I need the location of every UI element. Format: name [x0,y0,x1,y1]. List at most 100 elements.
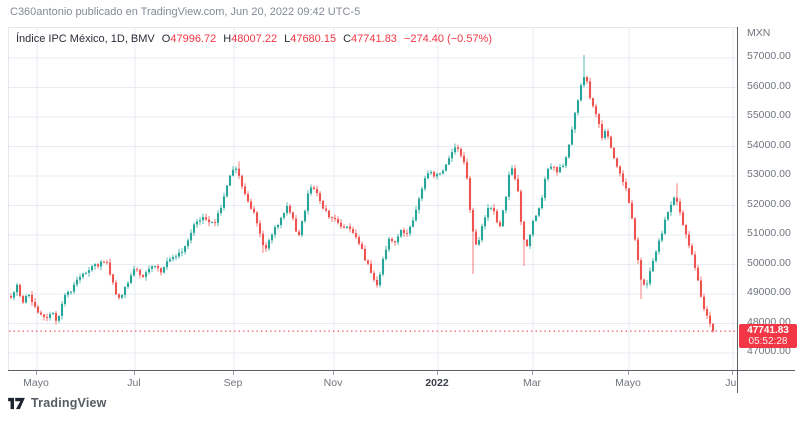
candle-up [483,217,487,227]
candle-up [534,215,538,221]
candle-down [156,266,160,269]
candle-up [174,256,178,258]
time-axis-label: Sep [223,377,243,389]
candle-up [48,314,52,318]
tradingview-logo[interactable]: TradingView [8,396,107,410]
candle-down [39,312,43,315]
candle-down [312,187,316,189]
candle-down [555,166,559,173]
candle-up [177,252,181,257]
candle-up [303,210,307,222]
candle-up [144,272,148,277]
candle-up [306,193,310,211]
candle-down [348,226,352,230]
candle-up [573,112,577,130]
time-axis[interactable]: Mayo Jul Sep Nov 2022 Mar Mayo Jul [8,371,737,395]
candle-up [423,178,427,189]
candle-up [582,77,586,86]
candle-up [27,294,31,297]
candle-up [273,227,277,235]
candle-up [558,167,562,173]
time-axis-label: Jul [127,377,141,389]
candle-down [687,234,691,246]
candle-down [336,219,340,223]
candle-down [366,260,370,264]
candle-down [678,201,682,213]
candle-down [357,237,361,244]
candle-down [630,202,634,219]
candle-up [153,266,157,267]
candle-up [186,240,190,247]
candle-down [36,306,40,313]
legend-high: H48007.22 [223,33,278,45]
candle-up [147,268,151,273]
candle-down [18,284,22,297]
candle-up [507,174,511,197]
candle-up [15,284,19,293]
candle-up [426,173,430,179]
candle-up [120,294,124,298]
price-pane[interactable]: Índice IPC México, 1D, BMV O47996.72 H48… [8,27,738,371]
candle-down [252,208,256,213]
candle-up [210,222,214,223]
candle-down [240,175,244,187]
candle-up [75,279,79,285]
candle-up [576,100,580,113]
candle-down [363,248,367,261]
time-axis-label: Nov [323,377,343,389]
candle-up [501,210,505,227]
candle-down [474,231,478,245]
candle-up [414,209,418,221]
candle-down [522,221,526,240]
candle-up [603,131,607,138]
candle-down [405,233,409,235]
candle-down [621,173,625,183]
candle-down [468,178,472,210]
candle-up [546,168,550,179]
candle-up [408,226,412,234]
candle-down [636,239,640,261]
price-axis-label: 51000.00 [747,227,791,239]
candle-down [105,262,109,263]
candle-up [279,217,283,226]
candle-down [315,188,319,194]
candle-up [234,168,238,170]
candle-up [93,264,97,267]
candlestick-plot[interactable] [9,28,738,371]
candle-down [9,296,13,298]
candle-up [399,229,403,237]
candle-down [525,239,529,247]
candle-down [552,166,556,168]
time-axis-label: Mar [522,377,542,389]
candle-down [114,282,118,295]
candle-down [600,124,604,138]
candle-down [297,231,301,236]
price-axis[interactable]: MXN 57000.00 56000.00 55000.00 54000.00 5300… [738,27,800,370]
candle-down [96,264,100,267]
candle-up [477,240,481,245]
candle-down [372,272,376,280]
candle-down [117,294,121,298]
candle-down [258,223,262,234]
candle-up [384,249,388,259]
candle-down [675,197,679,202]
candle-up [441,170,445,174]
candle-down [342,226,346,228]
time-axis-label: Jul [725,377,737,389]
candle-up [429,172,433,174]
candle-up [381,258,385,275]
candle-up [267,240,271,249]
candle-up [180,251,184,253]
candle-up [195,221,199,225]
candle-up [69,291,73,293]
candle-down [249,201,253,209]
candle-down [246,194,250,202]
candle-down [615,158,619,167]
candle-down [702,296,706,310]
candle-up [72,284,76,292]
candle-up [648,271,652,284]
candle-up [543,178,547,198]
candle-up [270,234,274,241]
candle-down [354,233,358,238]
